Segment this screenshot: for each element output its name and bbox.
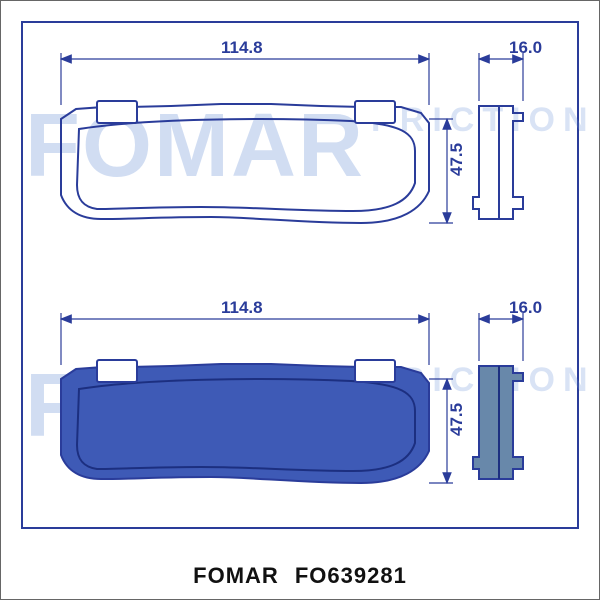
drawing-svg: FOMAR FRICTION FOMAR FRICTION: [1, 1, 600, 600]
part-number: FO639281: [295, 563, 407, 588]
dim-top-width-label: 114.8: [221, 38, 263, 57]
dim-top-width: 114.8: [61, 38, 429, 105]
diagram-canvas: FOMAR FRICTION FOMAR FRICTION: [0, 0, 600, 600]
dim-top-thickness-label: 16.0: [509, 38, 542, 57]
dim-top-thickness: 16.0: [479, 38, 542, 101]
dim-bottom-height-label: 47.5: [447, 403, 466, 436]
brand-label: FOMAR: [193, 563, 279, 588]
dim-bottom-thickness-label: 16.0: [509, 298, 542, 317]
bottom-front-brakepad: [61, 360, 429, 483]
dim-bottom-width: 114.8: [61, 298, 429, 365]
watermark-brand-top: FOMAR: [25, 96, 365, 196]
dim-bottom-thickness: 16.0: [479, 298, 542, 361]
dim-top-height-label: 47.5: [447, 143, 466, 176]
footer: FOMAR FO639281: [1, 563, 599, 589]
dim-bottom-width-label: 114.8: [221, 298, 263, 317]
